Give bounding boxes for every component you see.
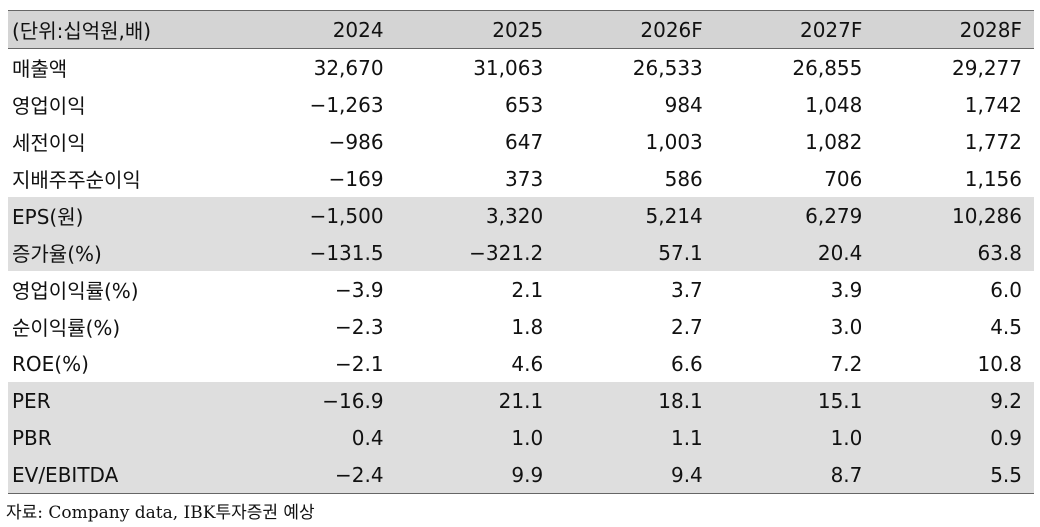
table-body: 매출액 32,670 31,063 26,533 26,855 29,277 영업이익 −1,… — [8, 49, 1034, 494]
row-label: PBR — [8, 419, 236, 456]
table-cell: −986 — [328, 129, 384, 154]
source-note: 자료: Company data, IBK투자증권 예상 — [6, 503, 315, 523]
row-label: 증가율(%) — [8, 234, 236, 271]
table-cell: 1,772 — [964, 129, 1022, 154]
table-cell: 4.6 — [511, 351, 544, 376]
table-cell: 1.0 — [714, 419, 875, 456]
table-cell: 26,855 — [792, 55, 863, 80]
table-row: 지배주주순이익 −169 373 586 706 1,156 — [8, 160, 1034, 197]
table-row: 매출액 32,670 31,063 26,533 26,855 29,277 — [8, 49, 1034, 87]
table-row: 순이익률(%) −2.3 1.8 2.7 3.0 4.5 — [8, 308, 1034, 345]
table-cell: 1,156 — [964, 166, 1022, 191]
table-row: EV/EBITDA −2.4 9.9 9.4 8.7 5.5 — [8, 456, 1034, 494]
table-cell: 32,670 — [313, 55, 384, 80]
table-cell: 57.1 — [555, 234, 715, 271]
table-cell: −1,500 — [236, 197, 396, 234]
table-cell: −2.4 — [236, 456, 396, 494]
table-cell: −2.1 — [335, 351, 384, 376]
row-label: 영업이익 — [12, 94, 86, 118]
table-cell: 647 — [505, 129, 544, 154]
table-cell: 9.9 — [395, 456, 556, 494]
year-header: 2026F — [555, 10, 715, 49]
table-cell: −169 — [328, 166, 384, 191]
table-row: EPS(원) −1,500 3,320 5,214 6,279 10,286 — [8, 197, 1034, 234]
financial-summary-table: (단위:십억원,배) 2024 2025 2026F 2027F 2028F 매… — [8, 10, 1034, 494]
table-cell: 5.5 — [874, 456, 1034, 494]
table-cell: 1.1 — [555, 419, 715, 456]
row-label: 매출액 — [12, 57, 68, 81]
table-cell: 1.0 — [395, 419, 556, 456]
table-cell: 8.7 — [714, 456, 875, 494]
table-cell: 653 — [505, 92, 544, 117]
table-cell: 3.7 — [670, 277, 703, 302]
table-cell: −321.2 — [395, 234, 556, 271]
table-cell: 21.1 — [395, 382, 556, 419]
table-cell: 1,048 — [805, 92, 863, 117]
table-row: 영업이익 −1,263 653 984 1,048 1,742 — [8, 86, 1034, 123]
table-cell: 7.2 — [830, 351, 863, 376]
table-cell: 706 — [824, 166, 863, 191]
table-row: PER −16.9 21.1 18.1 15.1 9.2 — [8, 382, 1034, 419]
table-cell: 2.7 — [670, 314, 703, 339]
table-row: 세전이익 −986 647 1,003 1,082 1,772 — [8, 123, 1034, 160]
year-header: 2027F — [714, 10, 875, 49]
year-header: 2028F — [874, 10, 1034, 49]
row-label: 순이익률(%) — [12, 316, 121, 340]
row-label: 지배주주순이익 — [12, 168, 141, 192]
year-header: 2025 — [395, 10, 556, 49]
table-cell: −2.3 — [335, 314, 384, 339]
table-cell: 373 — [505, 166, 544, 191]
table-cell: 29,277 — [952, 55, 1022, 80]
table-cell: 6,279 — [714, 197, 875, 234]
row-label: ROE(%) — [12, 351, 89, 376]
table-cell: 3.0 — [830, 314, 863, 339]
table-cell: 984 — [664, 92, 703, 117]
table-row: PBR 0.4 1.0 1.1 1.0 0.9 — [8, 419, 1034, 456]
table-cell: 0.9 — [874, 419, 1034, 456]
table-cell: 63.8 — [874, 234, 1034, 271]
table-cell: 10.8 — [977, 351, 1022, 376]
table-row: ROE(%) −2.1 4.6 6.6 7.2 10.8 — [8, 345, 1034, 382]
table-cell: 0.4 — [236, 419, 396, 456]
row-label: EPS(원) — [8, 197, 236, 234]
table-cell: −131.5 — [236, 234, 396, 271]
table-cell: 586 — [664, 166, 703, 191]
table-cell: 10,286 — [874, 197, 1034, 234]
row-label: EV/EBITDA — [8, 456, 236, 494]
table-cell: 15.1 — [714, 382, 875, 419]
unit-header: (단위:십억원,배) — [8, 10, 236, 49]
table-cell: 20.4 — [714, 234, 875, 271]
row-label: PER — [8, 382, 236, 419]
table-cell: 3.9 — [830, 277, 863, 302]
table-cell: 1,003 — [645, 129, 703, 154]
header-row: (단위:십억원,배) 2024 2025 2026F 2027F 2028F — [8, 10, 1034, 49]
table-cell: −1,263 — [309, 92, 384, 117]
table-cell: 4.5 — [990, 314, 1022, 339]
row-label: 세전이익 — [12, 131, 86, 155]
table-cell: −3.9 — [335, 277, 384, 302]
table-row: 증가율(%) −131.5 −321.2 57.1 20.4 63.8 — [8, 234, 1034, 271]
table-cell: 1,082 — [805, 129, 863, 154]
table-cell: 1.8 — [511, 314, 544, 339]
table-cell: 6.0 — [990, 277, 1022, 302]
table-cell: 1,742 — [964, 92, 1022, 117]
table-cell: 6.6 — [670, 351, 703, 376]
table-cell: 18.1 — [555, 382, 715, 419]
table-row: 영업이익률(%) −3.9 2.1 3.7 3.9 6.0 — [8, 271, 1034, 308]
table-cell: 26,533 — [632, 55, 703, 80]
table-cell: 3,320 — [395, 197, 556, 234]
table-cell: 31,063 — [473, 55, 544, 80]
table-cell: 9.4 — [555, 456, 715, 494]
table-cell: 2.1 — [511, 277, 544, 302]
row-label: 영업이익률(%) — [12, 279, 139, 303]
table-cell: 9.2 — [874, 382, 1034, 419]
year-header: 2024 — [236, 10, 396, 49]
financial-summary-table-container: (단위:십억원,배) 2024 2025 2026F 2027F 2028F 매… — [8, 10, 1034, 494]
table-cell: 5,214 — [555, 197, 715, 234]
table-cell: −16.9 — [236, 382, 396, 419]
